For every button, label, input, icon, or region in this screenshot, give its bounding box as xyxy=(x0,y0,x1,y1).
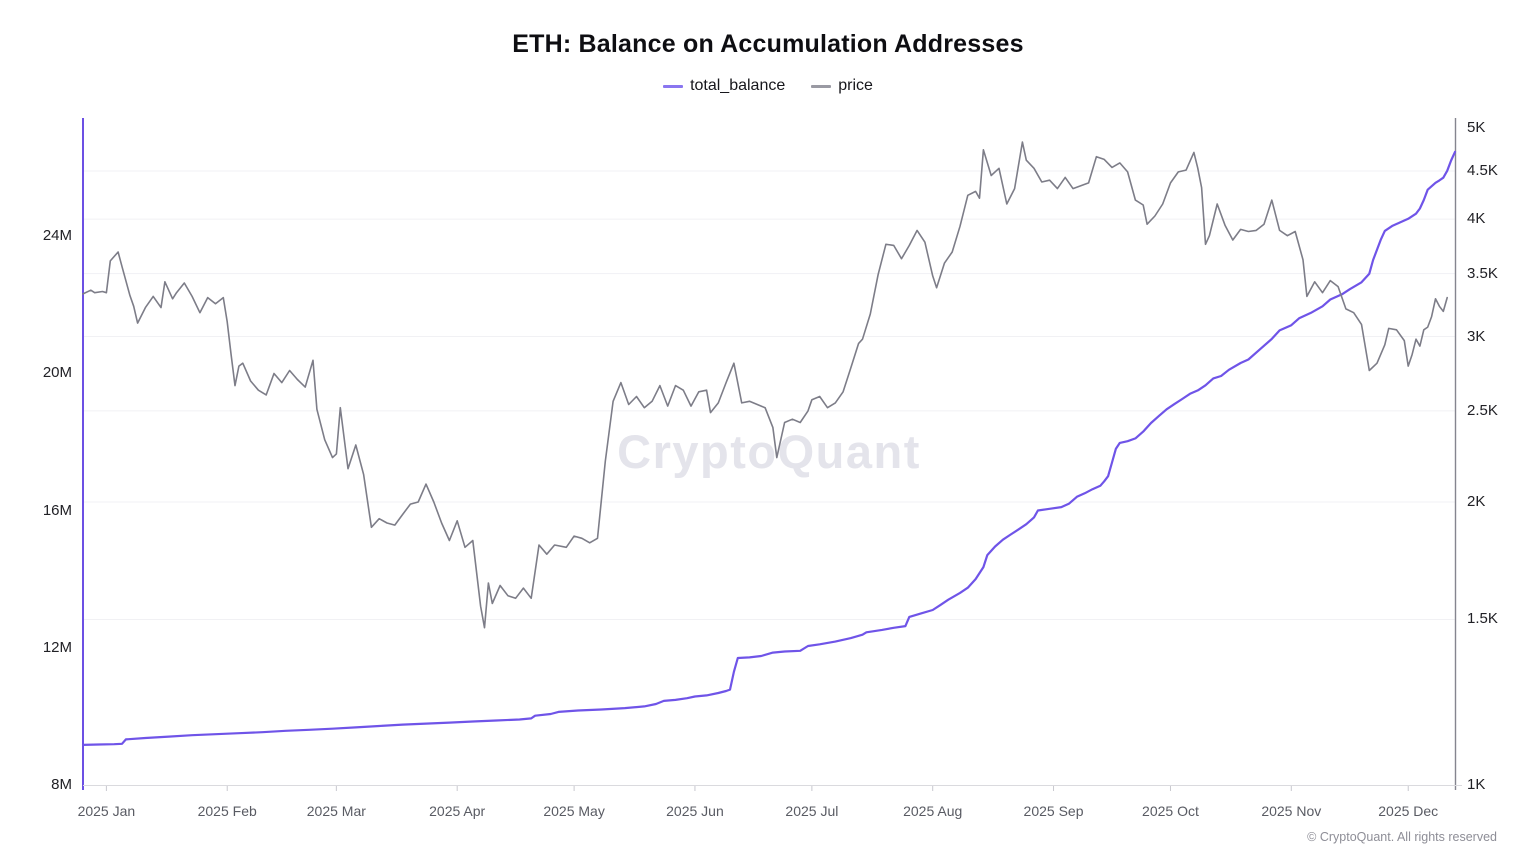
y-tick-right-4.5K: 4.5K xyxy=(1467,161,1498,179)
price-line xyxy=(82,141,1448,629)
page-title: ETH: Balance on Accumulation Addresses xyxy=(512,30,1024,58)
y-tick-right-2K: 2K xyxy=(1467,493,1486,511)
y-tick-left-20M: 20M xyxy=(42,364,72,382)
y-tick-right-4K: 4K xyxy=(1467,210,1486,228)
x-tick-2025-Nov: 2025 Nov xyxy=(1261,803,1322,819)
y-tick-left-12M: 12M xyxy=(42,638,72,656)
y-tick-right-1.5K: 1.5K xyxy=(1467,610,1498,628)
y-tick-right-3.5K: 3.5K xyxy=(1467,264,1498,282)
legend-item-price[interactable]: price xyxy=(811,77,873,95)
y-tick-left-8M: 8M xyxy=(51,776,72,793)
total_balance-line xyxy=(81,150,1457,747)
x-tick-2025-Dec: 2025 Dec xyxy=(1378,803,1439,819)
x-tick-2025-Aug: 2025 Aug xyxy=(903,803,963,819)
x-tick-2025-Mar: 2025 Mar xyxy=(306,803,366,819)
x-tick-2025-Feb: 2025 Feb xyxy=(197,803,257,819)
x-tick-2025-Oct: 2025 Oct xyxy=(1142,803,1199,819)
legend-label-total-balance: total_balance xyxy=(690,77,786,94)
y-tick-right-2.5K: 2.5K xyxy=(1467,401,1498,419)
y-tick-left-24M: 24M xyxy=(42,227,72,244)
x-tick-2025-May: 2025 May xyxy=(543,803,605,819)
x-tick-2025-Apr: 2025 Apr xyxy=(429,803,486,819)
y-tick-left-16M: 16M xyxy=(42,501,72,519)
x-tick-2025-Jul: 2025 Jul xyxy=(785,803,839,819)
legend-item-total-balance[interactable]: total_balance xyxy=(663,77,785,95)
x-tick-2025-Jun: 2025 Jun xyxy=(666,803,724,819)
y-tick-right-1K: 1K xyxy=(1467,776,1486,793)
x-tick-2025-Jan: 2025 Jan xyxy=(77,803,136,819)
legend-swatch-total-balance xyxy=(663,84,684,88)
legend-label-price: price xyxy=(838,77,873,94)
legend-swatch-price xyxy=(811,84,832,88)
y-tick-right-5K: 5K xyxy=(1467,118,1486,136)
copyright-text: © CryptoQuant. All rights reserved xyxy=(1307,830,1497,844)
y-tick-right-3K: 3K xyxy=(1467,327,1486,345)
legend: total_balance price xyxy=(0,77,1536,95)
x-tick-2025-Sep: 2025 Sep xyxy=(1023,803,1084,819)
